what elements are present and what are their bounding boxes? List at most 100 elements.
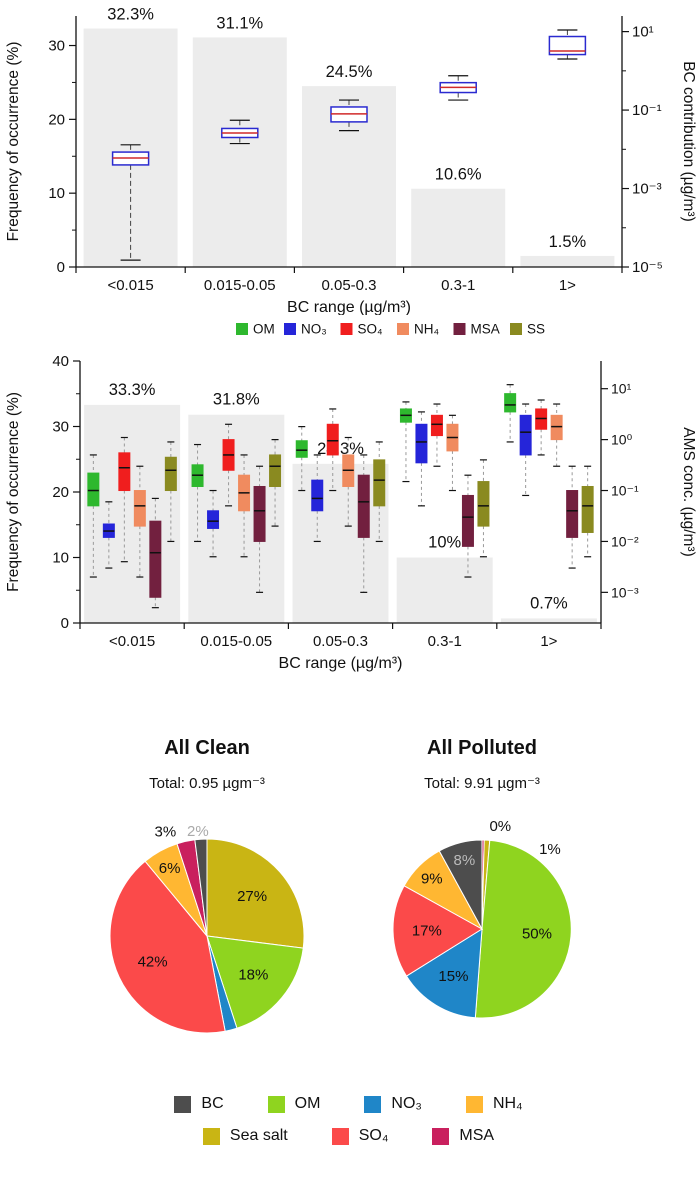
x-category-label: 0.015-0.05 xyxy=(200,633,272,650)
left-tick-label: 0 xyxy=(61,615,69,632)
pie-slice-bc xyxy=(438,839,483,930)
box-om-4-box xyxy=(504,393,517,413)
box-msa-0-box xyxy=(149,520,162,598)
box-msa-4-box xyxy=(566,490,579,538)
legend-item-bc: BC xyxy=(174,1095,224,1113)
bc-frequency-boxplot-panel: 32.3% 31.1% 24.5% 10.6% 1.5% 0 10 20 30 10⁻⁵ 10⁻³ 1… xyxy=(5,6,697,315)
legend-item-msa: MSA xyxy=(432,1127,494,1145)
legend-swatch-nh4 xyxy=(397,323,409,335)
legend-swatch-so4 xyxy=(340,323,353,335)
frequency-bar xyxy=(192,37,287,267)
pie-slice-om xyxy=(206,935,304,1029)
bar-percent-label: 31.1% xyxy=(216,14,263,32)
x-category-label: 0.05-0.3 xyxy=(313,633,368,650)
legend-item-nh4: NH₄ xyxy=(465,1095,523,1113)
pie-subtitle-clean: Total: 0.95 µgm⁻³ xyxy=(149,775,265,792)
legend-swatch-so4 xyxy=(331,1127,349,1145)
ams-frequency-boxplot-panel: OM NO₃ SO₄ NH₄ MSA SS 33.3% 31.8% 24.3% 10% 0.7% 0 1… xyxy=(5,322,697,673)
legend-item-om: OM xyxy=(267,1095,321,1113)
right-tick-label: 10⁻³ xyxy=(611,584,639,600)
legend-swatch-no3 xyxy=(284,323,296,335)
right-tick-label: 10⁻¹ xyxy=(611,483,639,499)
pie-slice-label-bc: 2% xyxy=(187,823,209,840)
box-ss-3-box xyxy=(477,481,490,527)
box-ss-4-box xyxy=(581,485,594,533)
x-category-label: 0.3-1 xyxy=(428,633,462,650)
legend-label-msa: MSA xyxy=(471,322,500,337)
box-so4-3-box xyxy=(430,414,443,437)
left-tick-label: 20 xyxy=(48,111,65,128)
box-ss-2-box xyxy=(373,459,386,507)
right-tick-label: 10⁻³ xyxy=(632,181,662,198)
pie-slice-label-nh4: 6% xyxy=(159,860,181,877)
bar-percent-label: 31.8% xyxy=(213,391,260,409)
pie-slice-label-so4: 17% xyxy=(412,922,442,939)
pie-slice-label-so4: 42% xyxy=(138,954,168,971)
x-category-label: 0.05-0.3 xyxy=(321,277,376,294)
left-tick-label: 30 xyxy=(48,38,65,55)
x-category-label: 0.3-1 xyxy=(441,277,475,294)
frequency-bar xyxy=(411,188,506,267)
left-tick-label: 20 xyxy=(52,484,69,501)
legend-label-so4: SO₄ xyxy=(358,1127,389,1144)
box-om-2-box xyxy=(295,440,308,458)
legend-swatch-nh4 xyxy=(465,1095,483,1113)
frequency-bar xyxy=(396,557,493,623)
legend-label-om: OM xyxy=(253,322,275,337)
right-tick-label: 10⁻¹ xyxy=(632,102,662,119)
legend-label-no3: NO₃ xyxy=(301,322,327,337)
pie-legend: BC OM NO₃ NH₄ Sea salt SO₄ MSA xyxy=(0,1095,697,1145)
pie-slice-bc xyxy=(194,838,208,937)
left-tick-label: 0 xyxy=(57,259,65,276)
bar-percent-label: 33.3% xyxy=(109,381,156,399)
box-so4-0-box xyxy=(118,452,131,492)
box-om-0-box xyxy=(87,472,100,507)
x-axis-title: BC range (µg/m³) xyxy=(287,299,411,315)
pie-slice-label-seasalt: 1% xyxy=(539,841,561,858)
x-axis-title: BC range (µg/m³) xyxy=(279,655,403,672)
right-tick-label: 10¹ xyxy=(632,24,654,41)
legend-label-nh4: NH₄ xyxy=(492,1095,523,1112)
box-msa-2-box xyxy=(357,474,370,538)
legend-swatch-msa xyxy=(432,1127,450,1145)
pie-subtitle-polluted: Total: 9.91 µgm⁻³ xyxy=(424,775,540,792)
x-category-label: 0.015-0.05 xyxy=(204,277,276,294)
pie-chart-clean: 27% 18% 42% 6% 3% 2% xyxy=(109,823,305,1034)
legend-swatch-ss xyxy=(510,323,522,335)
pie-slice-label-msa: 3% xyxy=(155,824,177,841)
right-tick-label: 10¹ xyxy=(611,381,632,397)
legend-swatch-bc xyxy=(174,1095,192,1113)
left-tick-label: 10 xyxy=(48,185,65,202)
pie-title-polluted: All Polluted xyxy=(427,737,537,759)
legend-label-bc: BC xyxy=(201,1095,224,1112)
frequency-bar xyxy=(500,618,597,623)
legend-swatch-seasalt xyxy=(202,1127,220,1145)
pie-title-clean: All Clean xyxy=(164,737,250,759)
bar-percent-label: 24.5% xyxy=(326,63,373,81)
box-no3-1-box xyxy=(207,510,220,529)
pie-slice-label-msa: 0% xyxy=(489,818,511,835)
pie-slice-so4 xyxy=(392,885,483,977)
legend-swatch-no3 xyxy=(364,1095,382,1113)
box-msa-1-box xyxy=(253,485,266,542)
x-category-label: 1> xyxy=(559,277,576,294)
pie-slice-label-om: 50% xyxy=(522,925,552,942)
right-tick-label: 10⁻² xyxy=(611,533,639,549)
legend-label-ss: SS xyxy=(527,322,545,337)
pie-slice-no3 xyxy=(405,928,483,1019)
box-no3-2-box xyxy=(311,479,324,512)
bc-box-4-box xyxy=(548,35,587,56)
box-ss-0-box xyxy=(164,456,177,492)
legend-item-no3: NO₃ xyxy=(364,1095,422,1113)
pie-column-clean: All Clean Total: 0.95 µgm⁻³ 27% 18% 42% 6% 3… xyxy=(57,737,357,1056)
bar-percent-label: 10% xyxy=(428,534,461,552)
right-tick-label: 10⁰ xyxy=(611,432,633,448)
pie-slice-label-seasalt: 27% xyxy=(237,888,267,905)
left-tick-label: 40 xyxy=(52,353,69,370)
bar-percent-label: 1.5% xyxy=(549,233,587,251)
box-nh4-0-box xyxy=(133,490,146,527)
legend-swatch-msa xyxy=(453,323,466,335)
legend-label-om: OM xyxy=(294,1095,321,1112)
pie-slice-label-bc: 8% xyxy=(454,852,476,869)
